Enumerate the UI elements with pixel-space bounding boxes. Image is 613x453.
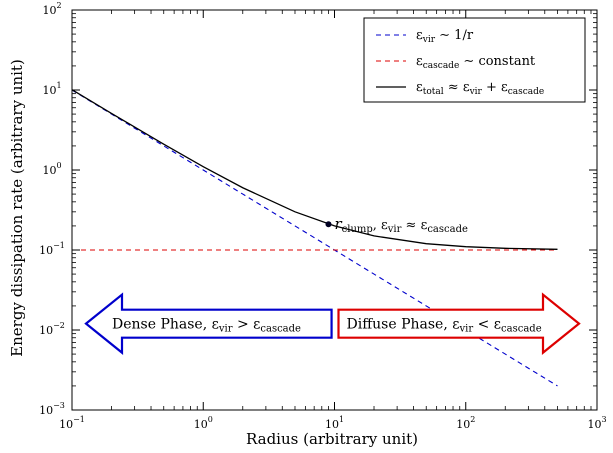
- dense-phase-arrow: [84, 292, 333, 355]
- x-tick-label: 10−1: [59, 415, 85, 431]
- axes: 10−1 100 101 102 103 10−3 10−2 10−1 100 101 102: [39, 1, 606, 431]
- y-tick-label: 102: [42, 1, 61, 17]
- annotation-layer: rclump, εvir ≈ εcascade: [325, 215, 468, 235]
- phase-arrows: Dense Phase, εvir > εcascade Diffuse Phas…: [84, 292, 581, 355]
- diffuse-phase-arrow: [337, 292, 581, 355]
- legend-box: [363, 17, 586, 103]
- y-tick-label: 10−3: [39, 401, 65, 417]
- x-tick-label: 102: [456, 415, 475, 431]
- legend-label: εtotal ≈ εvir + εcascade: [416, 80, 544, 97]
- x-tick-label: 100: [194, 415, 213, 431]
- x-tick-label: 103: [587, 415, 606, 431]
- y-tick-label: 10−1: [39, 241, 65, 257]
- y-tick-label: 100: [42, 161, 61, 177]
- y-axis-title: Energy dissipation rate (arbitrary unit): [8, 59, 26, 357]
- x-axis-title: Radius (arbitrary unit): [246, 430, 418, 448]
- legend: εvir ∼ 1/r εcascade ∼ constant εtotal ≈ εv…: [363, 17, 586, 103]
- dense-phase-label: Dense Phase, εvir > εcascade: [112, 317, 301, 335]
- diffuse-phase-label: Diffuse Phase, εvir < εcascade: [347, 317, 542, 335]
- clump-point: [325, 221, 332, 228]
- clump-annotation: rclump, εvir ≈ εcascade: [334, 215, 468, 235]
- y-tick-label: 101: [42, 81, 61, 97]
- series-line-3: [71, 89, 558, 250]
- y-tick-label: 10−2: [39, 321, 65, 337]
- legend-label: εcascade ∼ constant: [416, 54, 536, 71]
- legend-label: εvir ∼ 1/r: [416, 28, 474, 45]
- x-tick-label: 101: [325, 415, 344, 431]
